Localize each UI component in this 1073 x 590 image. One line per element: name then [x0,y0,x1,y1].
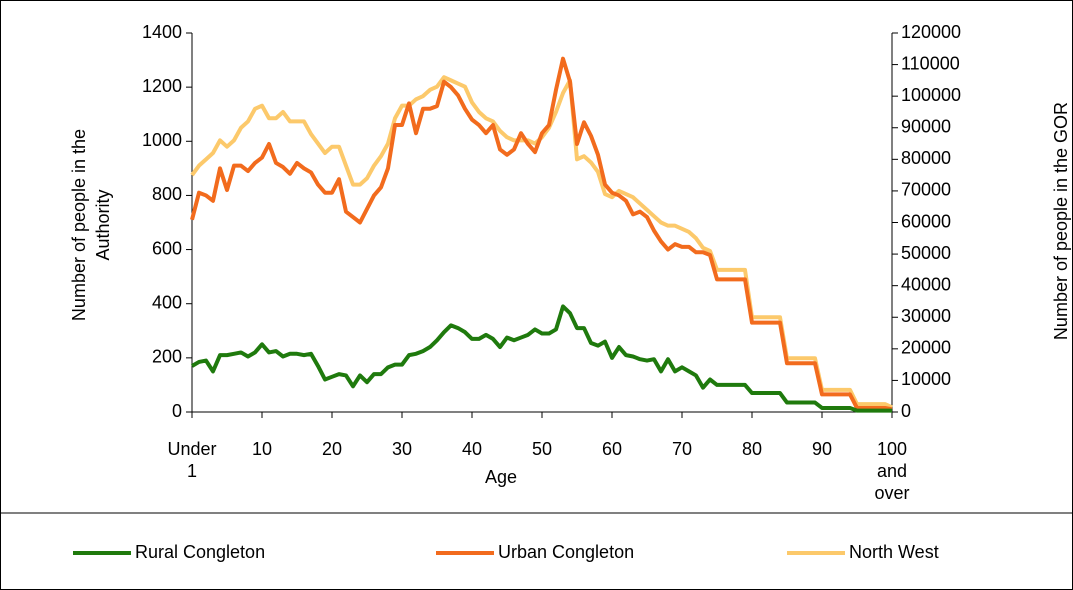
x-tick-label: 100 and over [874,439,910,503]
y-tick-label: 600 [152,238,182,258]
x-tick-label: 40 [461,439,483,459]
y2-tick-label: 100000 [901,85,961,105]
y2-tick-label: 40000 [901,274,951,294]
x-tick-label: 50 [531,439,553,459]
y2-tick-label: 110000 [901,53,960,73]
legend-label: North West [849,542,939,562]
y2-tick-label: 60000 [901,211,951,231]
y-tick-label: 200 [152,347,182,367]
x-axis-title: Age [484,467,518,487]
series-line [190,304,892,413]
y-tick-label: 400 [152,292,182,312]
legend-label: Urban Congleton [498,542,634,562]
y2-tick-label: 70000 [901,180,951,200]
x-tick-label: 90 [811,439,833,459]
series-line [190,56,893,412]
x-tick-label: 70 [671,439,693,459]
y2-axis-title: Number of people in the GOR [1051,101,1071,341]
y2-tick-label: 30000 [901,306,951,326]
y2-tick-label: 90000 [901,117,951,137]
x-tick-label: 80 [741,439,763,459]
y-tick-label: 1400 [142,22,182,42]
y-tick-label: 1000 [142,130,182,150]
y2-tick-label: 10000 [901,369,951,389]
x-tick-label: 20 [321,439,343,459]
legend-label: Rural Congleton [135,542,265,562]
y2-tick-label: 80000 [901,148,951,168]
y-tick-label: 0 [172,401,182,421]
y2-tick-label: 20000 [901,338,951,358]
y-axis-title: Number of people in the Authority [69,128,113,322]
y2-tick-label: 0 [901,401,911,421]
x-tick-label: 60 [601,439,623,459]
x-tick-label: 30 [391,439,413,459]
y-tick-label: 1200 [142,76,182,96]
y2-tick-label: 120000 [901,22,961,42]
x-tick-label: 10 [251,439,273,459]
y-tick-label: 800 [152,184,182,204]
x-tick-label: Under 1 [167,439,217,481]
y2-tick-label: 50000 [901,243,951,263]
